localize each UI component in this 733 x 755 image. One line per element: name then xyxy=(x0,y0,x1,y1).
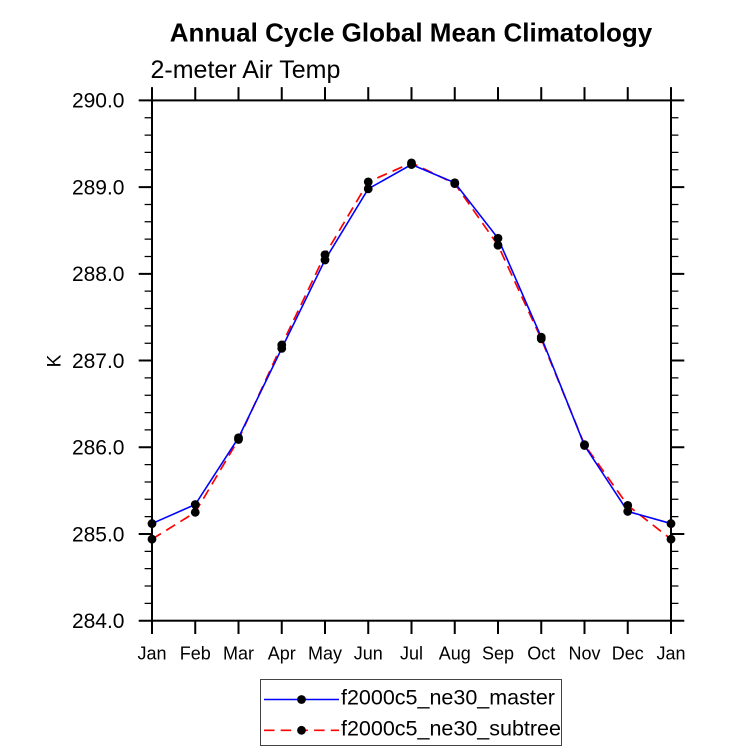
svg-text:Apr: Apr xyxy=(268,644,296,664)
svg-text:Annual Cycle Global Mean Clima: Annual Cycle Global Mean Climatology xyxy=(170,18,653,48)
svg-text:Dec: Dec xyxy=(612,644,644,664)
svg-text:Oct: Oct xyxy=(527,644,555,664)
svg-text:288.0: 288.0 xyxy=(72,263,125,286)
svg-text:Feb: Feb xyxy=(180,644,211,664)
svg-text:Jun: Jun xyxy=(354,644,383,664)
svg-text:K: K xyxy=(45,354,66,367)
svg-text:285.0: 285.0 xyxy=(72,523,125,546)
svg-text:Jan: Jan xyxy=(137,644,166,664)
svg-text:Nov: Nov xyxy=(568,644,600,664)
svg-text:f2000c5_ne30_subtree: f2000c5_ne30_subtree xyxy=(341,716,561,740)
svg-text:May: May xyxy=(308,644,342,664)
svg-text:Aug: Aug xyxy=(439,644,471,664)
svg-text:286.0: 286.0 xyxy=(72,437,125,460)
svg-text:f2000c5_ne30_master: f2000c5_ne30_master xyxy=(341,686,555,710)
svg-text:Mar: Mar xyxy=(223,644,254,664)
svg-text:2-meter Air Temp: 2-meter Air Temp xyxy=(151,56,341,84)
svg-text:287.0: 287.0 xyxy=(72,350,125,373)
svg-text:Sep: Sep xyxy=(482,644,514,664)
svg-text:Jul: Jul xyxy=(400,644,423,664)
svg-text:Jan: Jan xyxy=(656,644,685,664)
svg-text:289.0: 289.0 xyxy=(72,176,125,199)
svg-text:284.0: 284.0 xyxy=(72,610,125,633)
svg-text:290.0: 290.0 xyxy=(72,90,125,113)
